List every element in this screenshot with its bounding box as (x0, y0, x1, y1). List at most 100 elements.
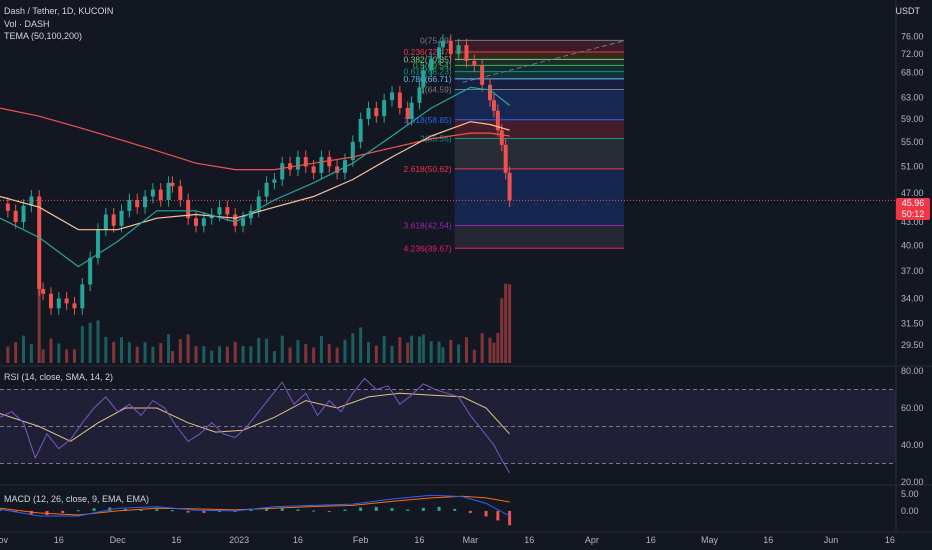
candle-body (217, 207, 222, 215)
macd-histogram-bar (186, 510, 190, 513)
macd-legend[interactable]: MACD (12, 26, close, 9, EMA, EMA) (4, 494, 150, 504)
price-axis-unit: USDT (895, 6, 921, 16)
fib-level-label: 0.786(66.71) (404, 74, 452, 84)
fib-level-label: 4.236(39.67) (404, 243, 452, 253)
candle-body (64, 298, 69, 304)
volume-bar (437, 341, 441, 363)
fib-zone (454, 59, 624, 66)
volume-bar (280, 335, 284, 363)
volume-bar (120, 337, 124, 363)
volume-bar (304, 344, 308, 363)
candle-body (225, 207, 230, 215)
volume-bar (472, 349, 476, 363)
volume-bar (508, 284, 512, 363)
candle-body (437, 47, 442, 59)
time-tick-label: 16 (524, 535, 534, 545)
macd-histogram-bar (508, 510, 512, 526)
candle-body (358, 118, 363, 142)
candle-body (488, 84, 492, 101)
price-tick-label: 43.00 (901, 217, 924, 227)
rsi-tick-label: 20.00 (901, 477, 924, 487)
fib-level-label: 0(75.09) (420, 35, 452, 45)
candle-body (80, 284, 85, 309)
price-tick-label: 37.00 (901, 266, 924, 276)
candle-body (319, 156, 324, 173)
candle-body (350, 141, 355, 161)
volume-bar (390, 345, 394, 363)
volume-bar (80, 326, 84, 363)
candle-body (111, 214, 116, 226)
candle-body (194, 218, 198, 226)
volume-bar (351, 333, 355, 363)
candle-body (143, 196, 148, 208)
volume-bar (96, 320, 100, 363)
macd-histogram-bar (155, 509, 159, 511)
price-tick-label: 59.00 (901, 114, 924, 124)
rsi-line (0, 377, 511, 474)
volume-bar (366, 342, 370, 363)
candle-body (186, 200, 191, 219)
volume-bar (218, 346, 222, 363)
candle-body (233, 214, 238, 226)
volume-bar (167, 334, 171, 363)
candle-body (382, 100, 387, 117)
rsi-legend[interactable]: RSI (14, close, SMA, 14, 2) (4, 372, 114, 382)
macd-histogram-bar (170, 510, 174, 512)
candle-body (21, 205, 26, 223)
rsi-tick-label: 60.00 (901, 403, 924, 413)
price-tick-label: 72.00 (901, 49, 924, 59)
fib-zone (454, 225, 624, 249)
fib-level-label: 0.236(72.47) (404, 47, 452, 57)
time-tick-label: Feb (353, 535, 369, 545)
macd-histogram-bar (61, 510, 65, 513)
candle-body (13, 210, 18, 223)
fib-level-label: 2.618(50.62) (404, 164, 452, 174)
candle-body (390, 92, 394, 101)
price-tick-label: 63.00 (901, 93, 924, 103)
candle-body (503, 144, 508, 173)
candle-body (170, 182, 175, 187)
candle-body (158, 189, 163, 201)
volume-legend[interactable]: Vol · DASH (4, 19, 50, 29)
macd-histogram-bar (374, 506, 378, 511)
volume-bar (57, 343, 61, 363)
volume-bar (406, 342, 410, 363)
time-tick-label: Nov (0, 535, 8, 545)
volume-bar (457, 344, 461, 363)
candle-body (311, 166, 316, 173)
time-tick-label: 16 (293, 535, 303, 545)
candle-body (409, 102, 414, 119)
trend-line (462, 40, 625, 83)
volume-bar (104, 336, 108, 363)
symbol-legend[interactable]: Dash / Tether, 1D, KUCOIN (4, 6, 114, 16)
volume-bar (233, 342, 237, 363)
fib-level-label: 1.618(58.85) (404, 115, 452, 125)
candle-body (241, 218, 246, 226)
volume-bar (327, 344, 331, 363)
macd-histogram-bar (484, 510, 488, 517)
candle-body (366, 108, 371, 119)
macd-histogram-bar (296, 509, 300, 511)
volume-bar (249, 346, 253, 363)
price-tick-label: 40.00 (901, 241, 924, 251)
volume-bar (210, 350, 214, 363)
volume-bar (14, 342, 18, 363)
macd-histogram-bar (390, 508, 394, 511)
macd-histogram-bar (437, 506, 441, 511)
time-tick-label: 2023 (229, 535, 249, 545)
price-tick-label: 51.00 (901, 161, 924, 171)
candle-body (127, 200, 132, 211)
volume-bar (143, 342, 147, 363)
volume-bar (288, 347, 292, 363)
tema-legend[interactable]: TEMA (50,100,200) (4, 31, 83, 41)
candle-body (374, 108, 379, 117)
volume-bar (202, 346, 206, 363)
candle-body (96, 229, 100, 259)
fib-zone (454, 65, 624, 72)
price-tick-label: 34.00 (901, 294, 924, 304)
price-tick-label: 29.50 (901, 340, 924, 350)
candle-body (464, 45, 469, 61)
volume-bar (272, 351, 276, 363)
volume-bar (265, 338, 269, 363)
